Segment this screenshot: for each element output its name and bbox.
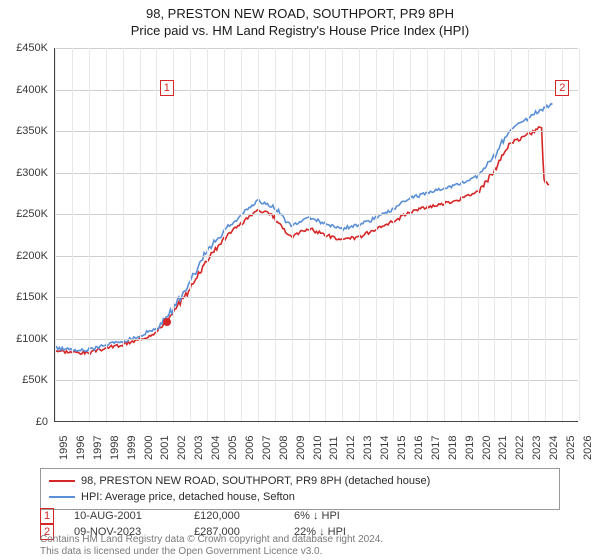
legend-swatch	[49, 480, 75, 482]
chart-container: 98, PRESTON NEW ROAD, SOUTHPORT, PR9 8PH…	[0, 0, 600, 560]
line-svg	[55, 48, 578, 421]
footer-line: Contains HM Land Registry data © Crown c…	[40, 534, 383, 546]
y-axis-labels: £0£50K£100K£150K£200K£250K£300K£350K£400…	[0, 48, 52, 422]
x-axis-labels: 1995199619971998199920002001200220032004…	[54, 424, 578, 470]
subtitle: Price paid vs. HM Land Registry's House …	[0, 23, 600, 38]
legend-label: 98, PRESTON NEW ROAD, SOUTHPORT, PR9 8PH…	[81, 475, 430, 487]
legend-item: HPI: Average price, detached house, Seft…	[49, 489, 551, 505]
sale-price: £120,000	[194, 510, 274, 522]
legend-swatch	[49, 496, 75, 498]
legend-label: HPI: Average price, detached house, Seft…	[81, 491, 295, 503]
sale-date: 10-AUG-2001	[74, 510, 174, 522]
legend-item: 98, PRESTON NEW ROAD, SOUTHPORT, PR9 8PH…	[49, 473, 551, 489]
plot-area: 12	[54, 48, 578, 422]
marker-box-icon: 1	[40, 508, 54, 524]
footer-line: This data is licensed under the Open Gov…	[40, 546, 383, 558]
title: 98, PRESTON NEW ROAD, SOUTHPORT, PR9 8PH	[0, 6, 600, 21]
titles: 98, PRESTON NEW ROAD, SOUTHPORT, PR9 8PH…	[0, 0, 600, 38]
sale-delta: 6% ↓ HPI	[294, 510, 340, 522]
legend: 98, PRESTON NEW ROAD, SOUTHPORT, PR9 8PH…	[40, 468, 560, 510]
sale-row: 1 10-AUG-2001 £120,000 6% ↓ HPI	[40, 508, 346, 524]
footer: Contains HM Land Registry data © Crown c…	[40, 534, 383, 558]
